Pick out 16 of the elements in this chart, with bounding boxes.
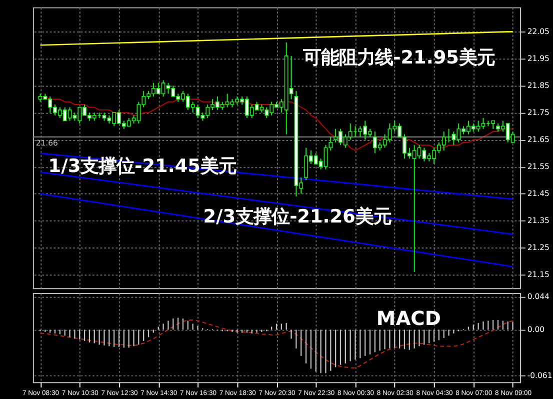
ref-line-label: 21.66 <box>36 138 58 148</box>
y-tick-label: 21.45 <box>527 189 550 198</box>
y-tick-label: 21.25 <box>527 243 550 252</box>
y-tick-label: 0.044 <box>527 292 550 302</box>
y-tick-label: -0.061 <box>527 370 552 380</box>
y-tick-label: 0.00 <box>527 325 545 334</box>
annotation: MACD <box>376 306 441 330</box>
y-tick-label: 21.95 <box>527 54 550 64</box>
y-tick-label: 21.35 <box>527 216 550 226</box>
y-tick-label: 22.05 <box>527 27 550 36</box>
y-tick-label: 21.65 <box>527 135 550 144</box>
annotation: 可能阻力线-21.95美元 <box>302 47 495 68</box>
y-tick-label: 21.55 <box>527 162 550 172</box>
y-tick-label: 21.85 <box>527 81 550 90</box>
y-tick-label: 21.75 <box>527 108 550 118</box>
y-tick-label: 21.15 <box>527 270 550 280</box>
